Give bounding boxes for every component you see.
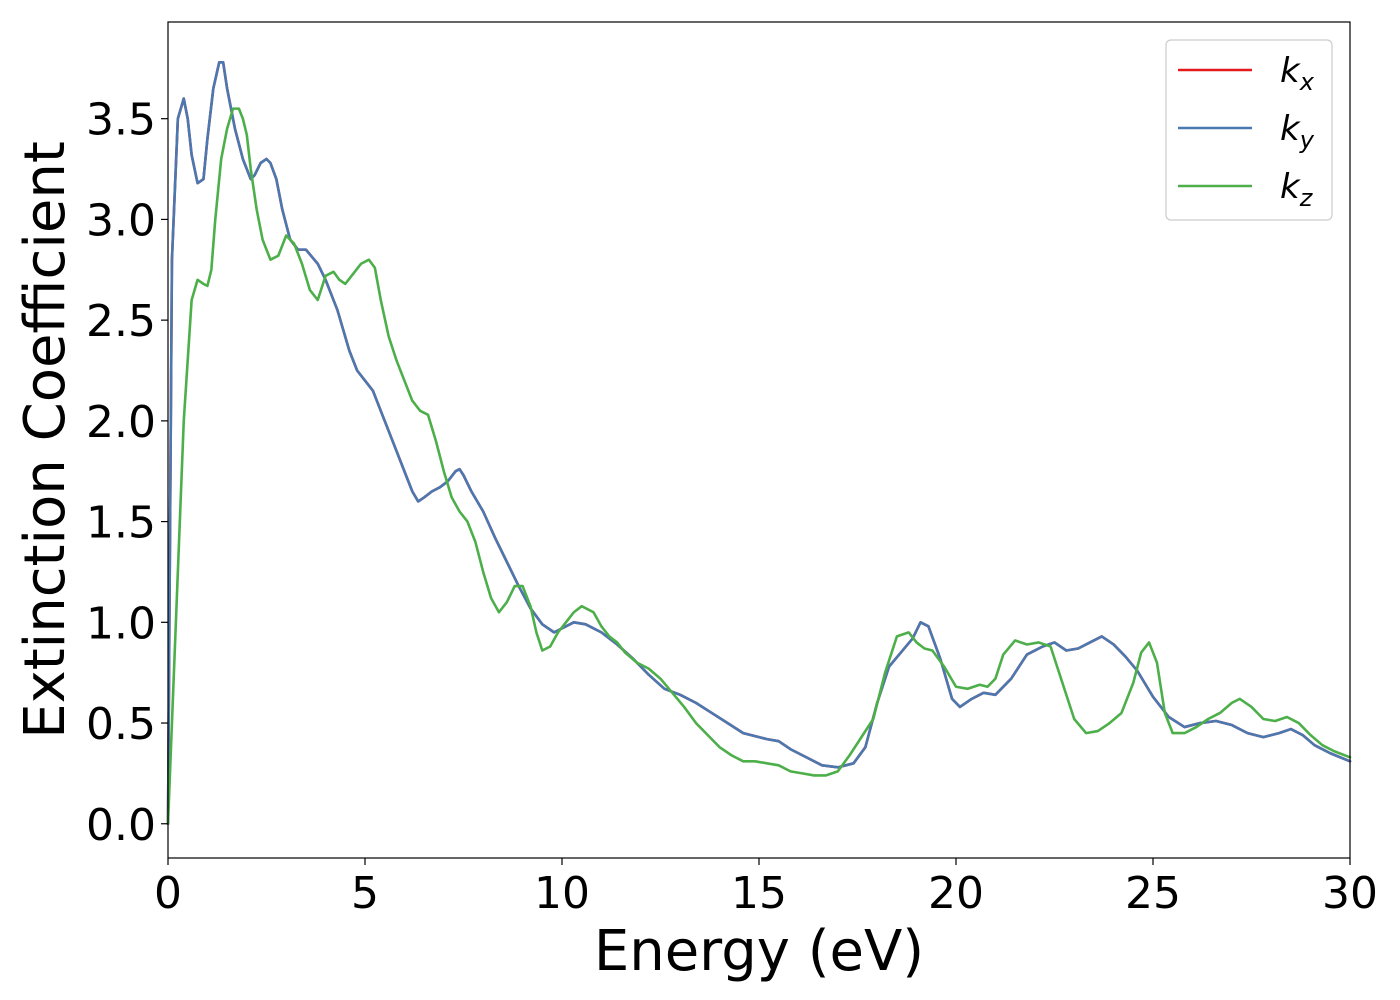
x-axis-title: Energy (eV) [594, 919, 924, 984]
x-tick-label: 25 [1125, 868, 1181, 919]
y-tick-label: 3.5 [86, 95, 156, 146]
legend: kx ky kz [1165, 39, 1333, 221]
x-tick-label: 20 [928, 868, 984, 919]
x-axis-ticks: 0 5 10 15 20 25 30 [154, 858, 1378, 919]
y-tick-label: 1.0 [86, 598, 156, 649]
y-tick-label: 1.5 [86, 498, 156, 549]
series-line-k-y [166, 60, 1352, 826]
y-tick-label: 0.0 [86, 800, 156, 851]
legend-label-k-x: kx [1280, 51, 1315, 96]
x-tick-label: 10 [534, 868, 590, 919]
y-tick-label: 3.0 [86, 195, 156, 246]
x-tick-label: 0 [154, 868, 182, 919]
legend-entries: kx ky kz [1178, 51, 1315, 212]
y-tick-label: 2.5 [86, 296, 156, 347]
series-line-k-z [166, 107, 1352, 826]
series-layer [166, 60, 1352, 826]
y-axis-ticks: 0.0 0.5 1.0 1.5 2.0 2.5 3.0 3.5 [86, 95, 168, 851]
y-tick-label: 2.0 [86, 397, 156, 448]
y-tick-label: 0.5 [86, 699, 156, 750]
legend-label-k-z: kz [1280, 167, 1314, 212]
legend-label-k-y: ky [1280, 109, 1315, 154]
x-tick-label: 5 [351, 868, 379, 919]
y-axis-title: Extinction Coefficient [13, 141, 78, 739]
x-tick-label: 15 [731, 868, 787, 919]
x-tick-label: 30 [1322, 868, 1378, 919]
legend-box [1165, 39, 1333, 221]
